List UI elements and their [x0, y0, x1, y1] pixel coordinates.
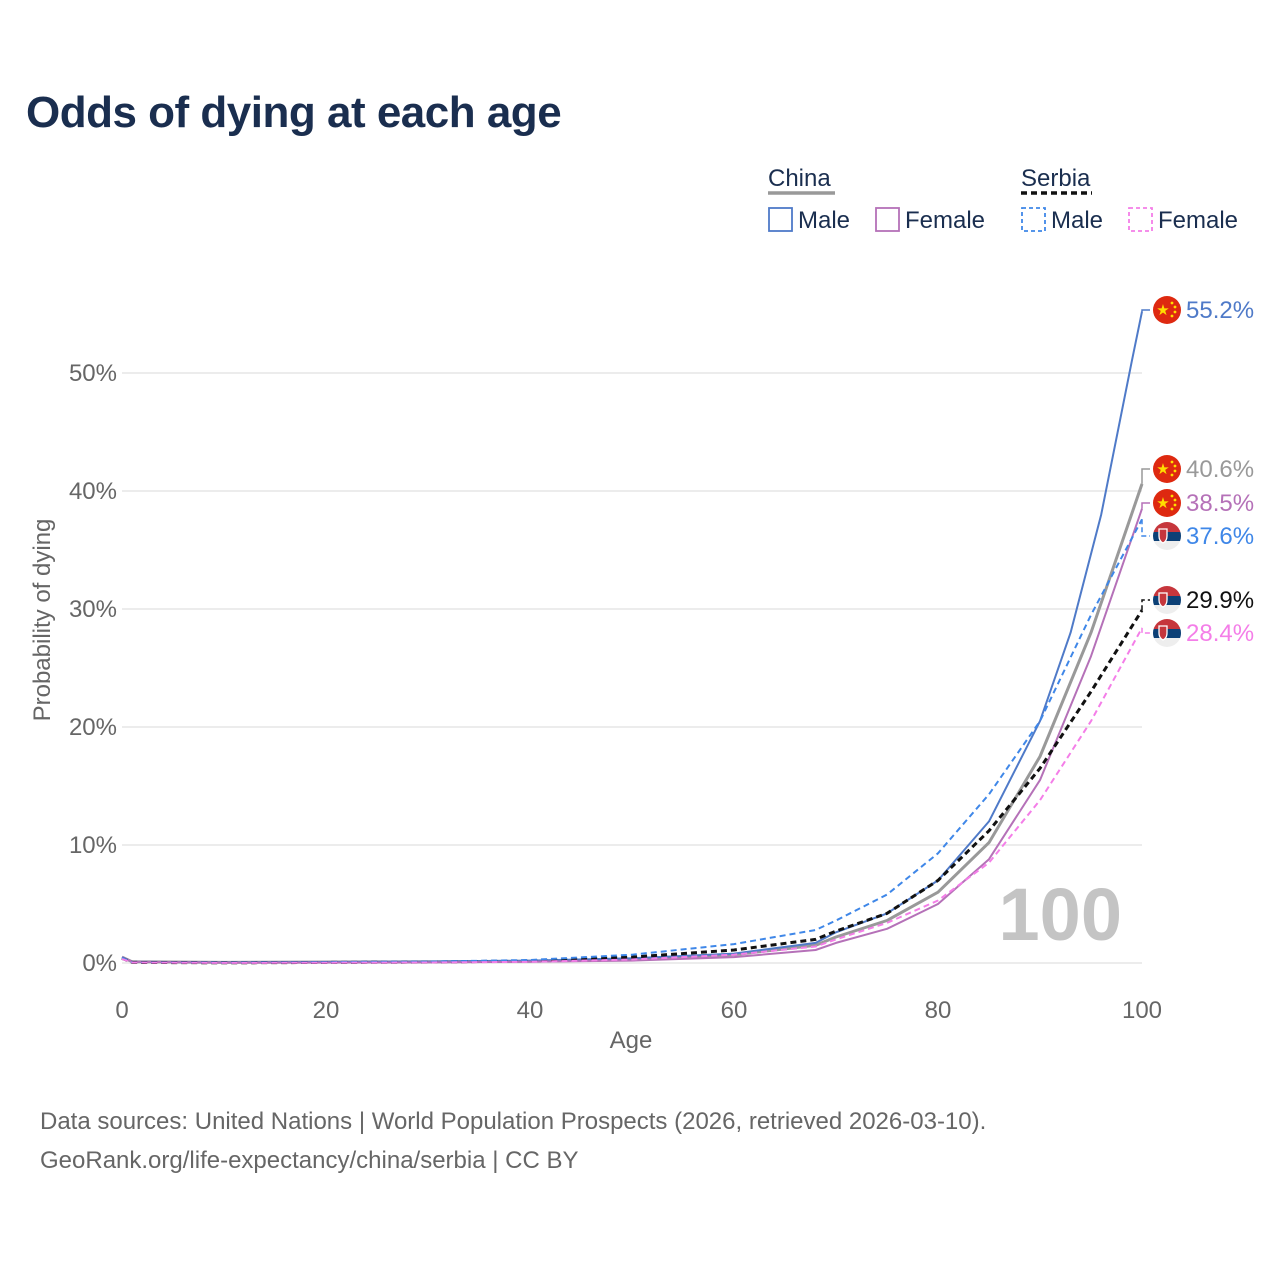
source-line-1: Data sources: United Nations | World Pop… — [40, 1108, 987, 1135]
legend-swatch[interactable] — [1021, 207, 1046, 232]
serbia-flag-icon — [1153, 586, 1181, 614]
series-line-china-male[interactable] — [121, 311, 1143, 964]
legend-swatch[interactable] — [875, 207, 900, 232]
svg-text:★: ★ — [1156, 301, 1169, 319]
legend[interactable]: China Male Female Serbia Male Female — [768, 165, 1238, 234]
end-label-connector — [1141, 309, 1150, 312]
end-label-connector — [1141, 627, 1150, 634]
y-tick-label: 50% — [69, 360, 117, 387]
y-tick-label: 20% — [69, 714, 117, 741]
chart-title: Odds of dying at each age — [26, 88, 562, 137]
legend-item-label[interactable]: Male — [1051, 207, 1103, 234]
x-tick-label: 20 — [313, 997, 340, 1024]
legend-item-label[interactable]: Male — [798, 207, 850, 234]
series-line-china-total[interactable] — [121, 483, 1144, 964]
gridlines — [122, 372, 1142, 964]
china-flag-icon: ★ — [1153, 455, 1181, 483]
legend-group-title[interactable]: Serbia — [1021, 165, 1091, 192]
china-flag-icon: ★ — [1153, 296, 1181, 324]
end-label: 28.4% — [1186, 620, 1254, 647]
end-label-connector — [1141, 468, 1150, 484]
svg-text:★: ★ — [1156, 460, 1169, 478]
end-label: 40.6% — [1186, 456, 1254, 483]
x-axis-label: Age — [610, 1027, 653, 1054]
serbia-flag-icon — [1153, 619, 1181, 647]
x-tick-label: 60 — [721, 997, 748, 1024]
y-tick-label: 10% — [69, 832, 117, 859]
series-line-china-female[interactable] — [121, 508, 1143, 964]
end-label: 38.5% — [1186, 490, 1254, 517]
y-tick-label: 0% — [82, 950, 117, 977]
x-tick-label: 0 — [115, 997, 128, 1024]
end-label-connector — [1141, 599, 1150, 611]
end-labels: ★ 40.6% ★ 55.2% ★ 38.5% 29.9% 37.6% 28.4% — [1141, 296, 1254, 647]
x-tick-labels: 0 20 40 60 80 100 — [115, 997, 1162, 1024]
end-label: 37.6% — [1186, 523, 1254, 550]
y-tick-label: 40% — [69, 478, 117, 505]
end-label-connector — [1141, 502, 1150, 509]
y-tick-labels: 0% 10% 20% 30% 40% 50% — [69, 360, 117, 977]
legend-swatch[interactable] — [1128, 207, 1153, 232]
source-line-2[interactable]: GeoRank.org/life-expectancy/china/serbia… — [40, 1147, 579, 1174]
y-axis-label: Probability of dying — [29, 519, 56, 722]
series-lines — [121, 311, 1144, 965]
x-tick-label: 80 — [925, 997, 952, 1024]
y-tick-label: 30% — [69, 596, 117, 623]
x-tick-label: 100 — [1122, 997, 1162, 1024]
legend-item-label[interactable]: Female — [905, 207, 985, 234]
serbia-flag-icon — [1153, 522, 1181, 550]
end-label: 29.9% — [1186, 587, 1254, 614]
legend-item-label[interactable]: Female — [1158, 207, 1238, 234]
legend-swatch[interactable] — [768, 207, 793, 232]
end-label: 55.2% — [1186, 297, 1254, 324]
end-label-connector — [1141, 519, 1150, 537]
legend-group-title[interactable]: China — [768, 165, 831, 192]
series-line-serbia-total[interactable] — [121, 609, 1144, 965]
series-line-serbia-female[interactable] — [121, 627, 1143, 964]
age-annotation: 100 — [999, 873, 1122, 956]
x-tick-label: 40 — [517, 997, 544, 1024]
china-flag-icon: ★ — [1153, 489, 1181, 517]
svg-text:★: ★ — [1156, 494, 1169, 512]
series-line-serbia-male[interactable] — [121, 518, 1143, 964]
